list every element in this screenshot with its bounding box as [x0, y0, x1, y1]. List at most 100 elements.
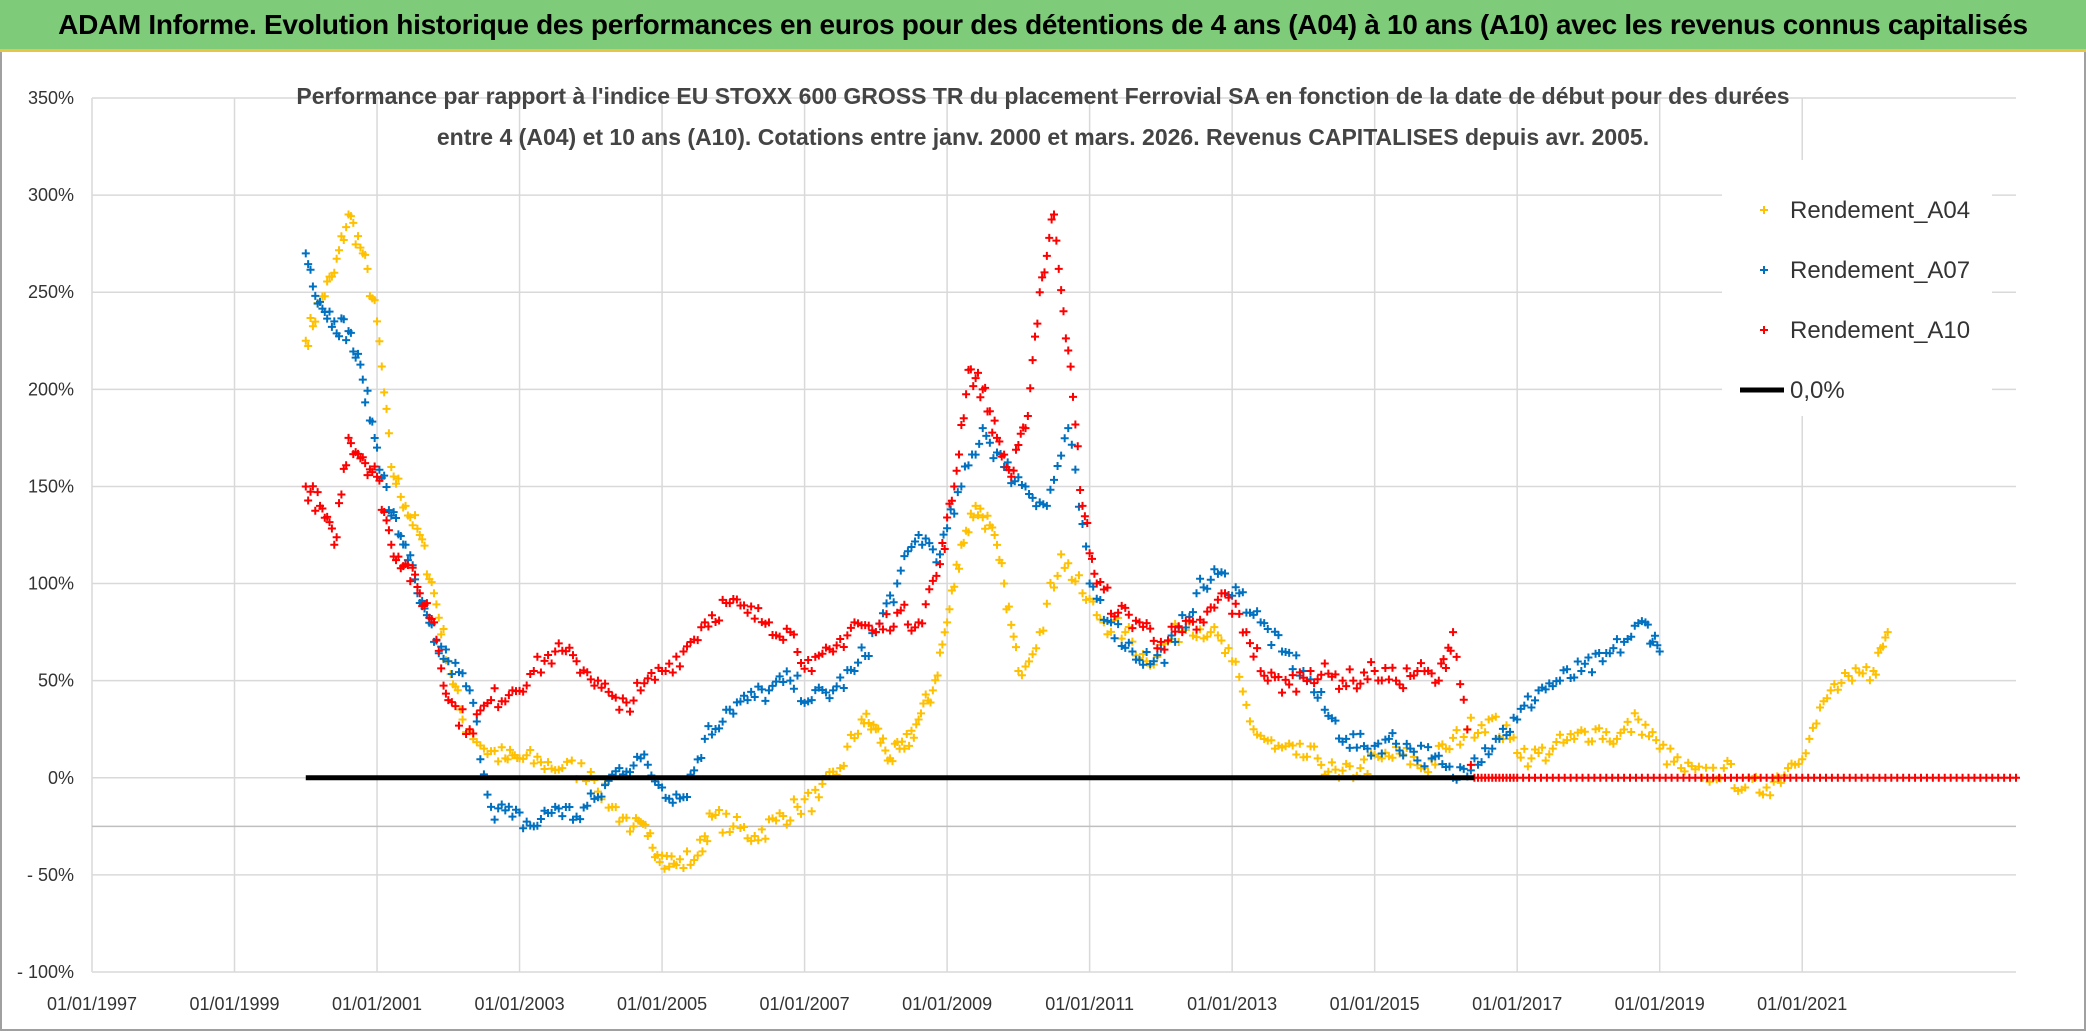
point-a10 [793, 648, 802, 657]
point-a10 [971, 374, 980, 383]
point-a04 [380, 388, 389, 397]
point-a10 [661, 666, 670, 675]
point-a10 [327, 524, 336, 533]
point-a10 [911, 623, 920, 632]
point-a07 [447, 669, 456, 678]
point-a10 [604, 687, 613, 696]
chart-title-line2: entre 4 (A04) et 10 ans (A10). Cotations… [437, 124, 1649, 150]
point-a07 [839, 683, 848, 692]
y-tick-label: 150% [28, 476, 74, 496]
point-a04 [1491, 712, 1500, 721]
point-a10 [1061, 334, 1070, 343]
point-a04 [943, 618, 952, 627]
point-a07 [1196, 574, 1205, 583]
point-a07 [346, 328, 355, 337]
point-a04 [382, 404, 391, 413]
point-a10 [358, 453, 367, 462]
point-a10 [1434, 676, 1443, 685]
point-a04 [1580, 727, 1589, 736]
point-a04 [1121, 628, 1130, 637]
x-tick-label: 01/01/2003 [475, 994, 565, 1014]
legend-marker-a07 [1760, 266, 1768, 274]
point-a10 [382, 516, 391, 525]
point-a07 [1563, 665, 1572, 674]
point-a04 [973, 511, 982, 520]
point-a04 [818, 779, 827, 788]
point-a10 [1035, 288, 1044, 297]
point-a07 [1042, 501, 1051, 510]
point-a04 [1107, 627, 1116, 636]
point-a07 [472, 717, 481, 726]
point-a07 [1342, 734, 1351, 743]
point-a07 [363, 386, 372, 395]
point-a10 [973, 368, 982, 377]
point-a10 [1452, 652, 1461, 661]
point-a10 [988, 428, 997, 437]
point-a10 [938, 539, 947, 548]
point-a10 [540, 656, 549, 665]
point-a10 [668, 668, 677, 677]
point-a10 [626, 707, 635, 716]
point-a04 [479, 744, 488, 753]
point-a10 [504, 691, 513, 700]
point-a04 [850, 734, 859, 743]
point-a04 [1858, 669, 1867, 678]
point-a10 [311, 506, 320, 515]
point-a07 [356, 360, 365, 369]
point-a04 [1438, 740, 1447, 749]
point-a04 [902, 730, 911, 739]
point-a10 [1245, 639, 1254, 648]
point-a04 [1783, 764, 1792, 773]
point-a07 [406, 551, 415, 560]
point-a10 [1356, 679, 1365, 688]
point-a10 [1242, 628, 1251, 637]
point-a10 [839, 643, 848, 652]
point-a10 [732, 595, 741, 604]
point-a04 [789, 795, 798, 804]
point-a04 [954, 564, 963, 573]
point-a07 [1096, 595, 1105, 604]
point-a07 [441, 645, 450, 654]
point-a04 [698, 847, 707, 856]
point-a07 [1598, 657, 1607, 666]
point-a10 [301, 482, 310, 491]
point-a10 [451, 702, 460, 711]
point-a04 [401, 501, 410, 510]
point-a04 [586, 767, 595, 776]
point-a04 [1702, 763, 1711, 772]
point-a10 [1203, 607, 1212, 616]
point-a07 [1413, 756, 1422, 765]
point-a10 [1124, 610, 1133, 619]
point-a10 [1007, 472, 1016, 481]
point-a07 [1584, 653, 1593, 662]
point-a10 [1083, 519, 1092, 528]
point-a04 [1883, 628, 1892, 637]
point-a07 [1555, 676, 1564, 685]
y-tick-label: 0% [48, 768, 74, 788]
point-a04 [1295, 739, 1304, 748]
point-a04 [864, 718, 873, 727]
point-a10 [1076, 486, 1085, 495]
point-a07 [349, 347, 358, 356]
point-a07 [1292, 651, 1301, 660]
point-a10 [370, 462, 379, 471]
point-a07 [1003, 458, 1012, 467]
point-a10 [1463, 725, 1472, 734]
point-a07 [304, 260, 313, 269]
y-tick-label: 250% [28, 282, 74, 302]
point-a04 [1221, 649, 1230, 658]
point-a04 [1445, 745, 1454, 754]
point-a07 [889, 598, 898, 607]
point-a10 [846, 623, 855, 632]
point-a04 [1878, 642, 1887, 651]
point-a10 [1069, 392, 1077, 401]
point-a04 [330, 268, 339, 277]
x-tick-label: 01/01/2013 [1187, 994, 1277, 1014]
point-a04 [1595, 724, 1604, 733]
point-a10 [640, 679, 649, 688]
point-a07 [850, 666, 859, 675]
point-a07 [832, 682, 841, 691]
point-a04 [782, 820, 791, 829]
point-a07 [342, 336, 351, 345]
point-a07 [643, 760, 652, 769]
